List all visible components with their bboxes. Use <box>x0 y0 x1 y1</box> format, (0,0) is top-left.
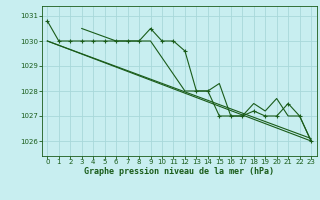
X-axis label: Graphe pression niveau de la mer (hPa): Graphe pression niveau de la mer (hPa) <box>84 167 274 176</box>
